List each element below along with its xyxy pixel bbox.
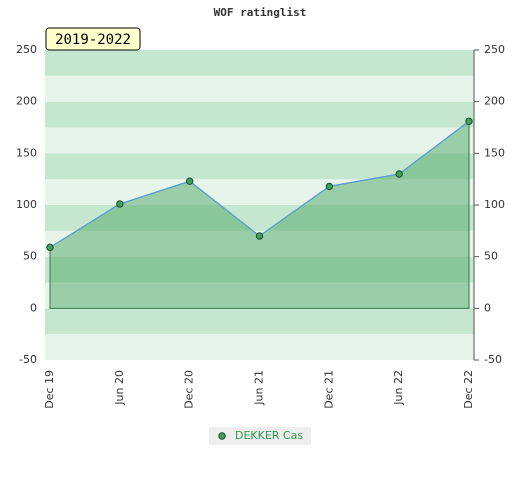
plot-area (45, 50, 474, 360)
legend-label: DEKKER Cas (235, 429, 303, 442)
y2-tick-label: 200 (484, 95, 505, 108)
point (395, 170, 403, 178)
y2-tick-label: 250 (484, 43, 505, 56)
x-tick-label: Dec 19 (43, 370, 56, 409)
x-tick-label: Dec 20 (183, 370, 196, 409)
x-tick-label: Dec 22 (462, 370, 475, 409)
grid-band (45, 282, 474, 309)
y2-tick-label: 150 (484, 146, 505, 159)
grid-band (45, 75, 474, 102)
point (465, 117, 473, 126)
y2-tick-label: 50 (484, 250, 498, 263)
chart-title: WOF ratinglist (214, 6, 307, 19)
y-tick-label: 100 (16, 198, 37, 211)
grid-band (45, 308, 474, 335)
y-tick-label: 50 (23, 250, 37, 263)
legend-marker (218, 432, 226, 440)
grid-band (45, 256, 474, 283)
grid-band (45, 127, 474, 154)
grid-band (45, 101, 474, 128)
grid-band (45, 205, 474, 231)
grid-band (45, 334, 474, 360)
point (116, 200, 124, 208)
x-tick-label: Jun 21 (253, 370, 266, 406)
y2-tick-label: -50 (484, 353, 502, 366)
y-tick-label: 0 (30, 301, 37, 314)
grid-band (45, 50, 474, 76)
y-tick-label: 150 (16, 146, 37, 159)
grid-band (45, 179, 474, 205)
y-tick-label: -50 (19, 353, 37, 366)
y2-tick-label: 0 (484, 301, 491, 314)
point (255, 232, 264, 240)
y2-tick-label: 100 (484, 198, 505, 211)
point (185, 177, 194, 185)
point (46, 243, 54, 252)
y-tick-label: 200 (16, 95, 37, 108)
point (325, 182, 334, 191)
badge: 2019-2022 (55, 32, 131, 48)
legend-box (209, 427, 311, 445)
badge-box (45, 27, 141, 51)
y-tick-label: 250 (16, 43, 37, 56)
x-tick-label: Jun 22 (392, 370, 405, 406)
x-tick-label: Jun 20 (113, 370, 126, 406)
x-tick-label: Dec 21 (322, 370, 335, 409)
